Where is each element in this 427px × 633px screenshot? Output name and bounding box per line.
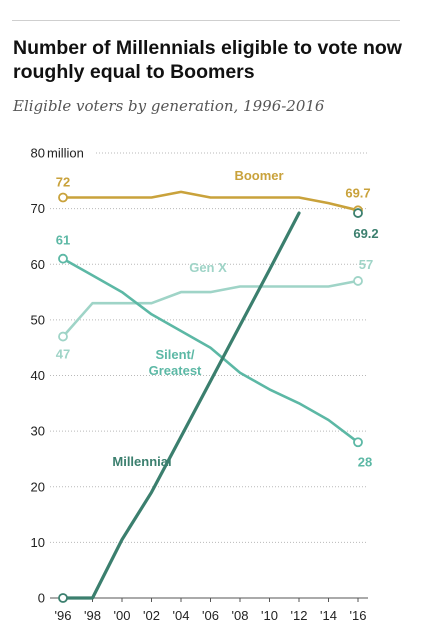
x-tick-label: '10 <box>261 608 278 623</box>
series-line-gen-x <box>61 279 360 338</box>
series-label-silent-greatest: Silent/Greatest <box>149 347 202 378</box>
data-label-boomer-end: 69.7 <box>345 185 370 200</box>
data-label-silent-start: 61 <box>56 233 70 248</box>
series-label-line: Silent/ <box>155 347 194 362</box>
x-tick-label: '12 <box>291 608 308 623</box>
y-tick-label: 40 <box>31 368 45 383</box>
point-silent-end <box>353 437 363 448</box>
series-label-line: Greatest <box>149 363 202 378</box>
data-label-genx-start: 47 <box>56 347 70 362</box>
x-tick-label: '00 <box>114 608 131 623</box>
grid-layer <box>50 152 368 599</box>
point-millennial-end <box>353 208 363 218</box>
x-tick-label: '08 <box>232 608 249 623</box>
x-tick-label: '06 <box>202 608 219 623</box>
point-millennial-start <box>58 593 68 603</box>
point-genx-end <box>353 276 363 286</box>
x-tick-label: '04 <box>173 608 190 623</box>
data-label-boomer-start: 72 <box>56 175 70 190</box>
data-label-silent-end: 28 <box>358 454 372 469</box>
y-unit-label: million <box>47 146 84 161</box>
series-label-genx: Gen X <box>189 260 227 275</box>
series-line-silent-greatest <box>61 257 360 444</box>
y-tick-label: 60 <box>31 257 45 272</box>
data-label-genx-end: 57 <box>359 257 373 272</box>
x-tick-label: '98 <box>84 608 101 623</box>
x-tick-label: '96 <box>55 608 72 623</box>
series-line-millennial <box>61 211 301 600</box>
y-tick-label: 30 <box>31 424 45 439</box>
data-label-millennial-end: 69.2 <box>353 226 378 241</box>
series-line-boomer <box>61 190 360 212</box>
label-layer: 72 69.7 47 57 61 28 69.2 Boomer Gen X Silent/Grea… <box>56 168 379 603</box>
y-tick-label: 70 <box>31 201 45 216</box>
y-tick-label: 10 <box>31 535 45 550</box>
y-axis: 0 10 20 30 40 50 60 70 80 million <box>31 146 84 606</box>
series-layer <box>61 190 360 600</box>
y-tick-label: 20 <box>31 479 45 494</box>
x-axis: '96 '98 '00 '02 '04 '06 '08 '10 '12 '14 '16 <box>55 598 367 623</box>
chart-subtitle: Eligible voters by generation, 1996-2016 <box>13 97 325 115</box>
x-tick-label: '02 <box>143 608 160 623</box>
point-silent-start <box>58 253 68 264</box>
x-tick-label: '14 <box>320 608 337 623</box>
point-boomer-start <box>58 192 68 203</box>
point-genx-start <box>58 331 68 342</box>
series-label-millennial: Millennial <box>112 454 171 469</box>
y-tick-label: 50 <box>31 312 45 327</box>
x-tick-label: '16 <box>350 608 367 623</box>
y-tick-label: 80 <box>31 146 45 161</box>
y-tick-label: 0 <box>38 591 45 606</box>
top-rule <box>12 20 400 21</box>
chart-title: Number of Millennials eligible to vote n… <box>13 37 402 83</box>
series-label-boomer: Boomer <box>234 168 283 183</box>
